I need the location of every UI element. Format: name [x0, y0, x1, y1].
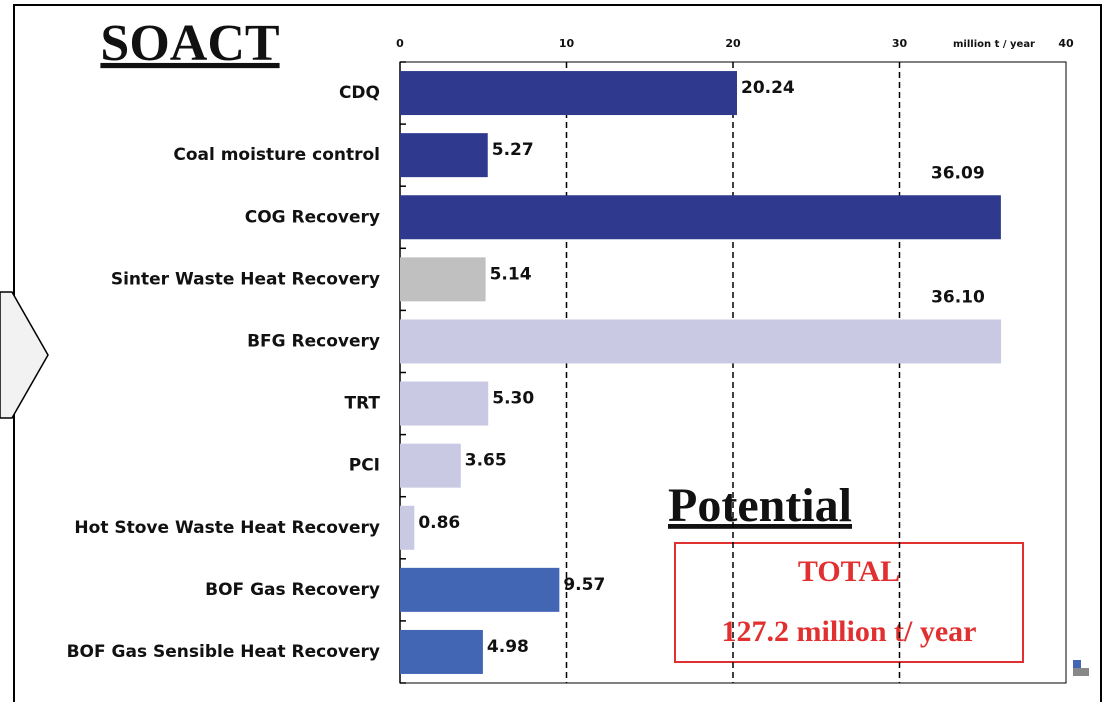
bar: [400, 381, 489, 426]
y-tick-label: BOF Gas Sensible Heat Recovery: [67, 642, 380, 662]
y-tick-label: Hot Stove Waste Heat Recovery: [74, 518, 380, 538]
bar: [400, 505, 415, 550]
data-label: 5.30: [492, 389, 534, 409]
annotation: TOTAL: [798, 555, 900, 588]
frame: [13, 4, 1102, 702]
y-tick-label: BFG Recovery: [247, 331, 380, 351]
x-tick-label: 0: [396, 37, 404, 50]
bar: [400, 319, 1002, 364]
x-tick-label: 40: [1058, 37, 1074, 50]
bar: [400, 257, 486, 302]
chart-title: SOACT: [100, 15, 279, 72]
y-tick-label: COG Recovery: [245, 207, 380, 227]
x-tick-label: 10: [559, 37, 575, 50]
annotation: 127.2 million t/ year: [722, 615, 977, 648]
x-tick-label: 30: [892, 37, 908, 50]
data-label: 5.27: [492, 140, 534, 160]
bar: [400, 443, 461, 488]
icon: [1073, 668, 1089, 676]
bar: [400, 133, 488, 178]
bar: [400, 195, 1001, 240]
data-label: 36.10: [931, 287, 985, 307]
data-label: 3.65: [465, 451, 507, 471]
data-label: 36.09: [931, 163, 985, 183]
data-label: 5.14: [490, 264, 532, 284]
x-tick-label: 20: [725, 37, 741, 50]
y-tick-label: Coal moisture control: [173, 145, 380, 165]
data-label: 20.24: [741, 78, 795, 98]
x-axis-unit: million t / year: [953, 39, 1035, 50]
y-tick-label: Sinter Waste Heat Recovery: [111, 269, 380, 289]
arrow-shape: [0, 291, 49, 419]
data-label: 4.98: [487, 637, 529, 657]
y-tick-label: CDQ: [339, 83, 380, 103]
data-label: 9.57: [563, 575, 605, 595]
icon: [1073, 660, 1081, 668]
y-tick-label: TRT: [344, 394, 380, 414]
y-tick-label: BOF Gas Recovery: [205, 580, 380, 600]
data-label: 0.86: [418, 513, 460, 533]
bar: [400, 629, 483, 674]
y-tick-label: PCI: [349, 456, 380, 476]
annotation: Potential: [668, 479, 852, 532]
bar: [400, 71, 737, 116]
bar: [400, 567, 560, 612]
